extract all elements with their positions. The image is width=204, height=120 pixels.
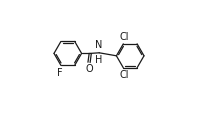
Text: Cl: Cl xyxy=(119,70,129,80)
Text: H: H xyxy=(95,55,102,65)
Text: Cl: Cl xyxy=(119,32,129,42)
Text: F: F xyxy=(58,68,63,78)
Text: O: O xyxy=(86,64,93,74)
Text: N: N xyxy=(95,40,102,50)
